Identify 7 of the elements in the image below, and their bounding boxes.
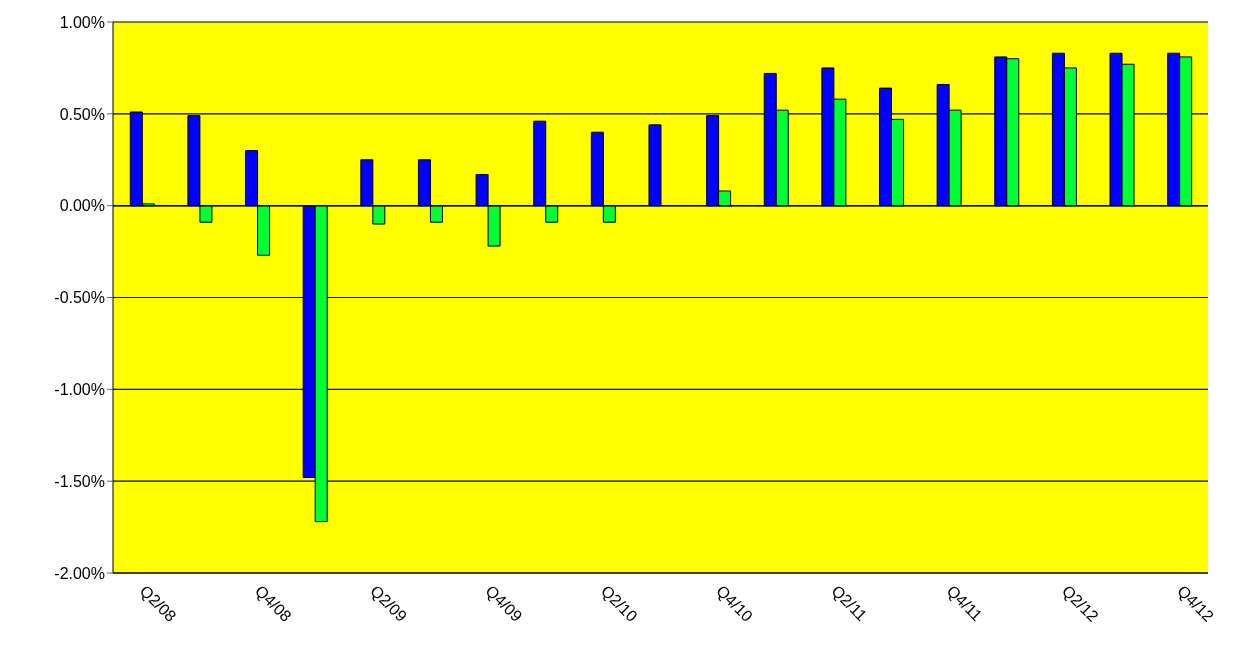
y-tick-label: -1.50% <box>54 472 105 490</box>
y-tick-label: -2.00% <box>54 564 105 582</box>
y-tick-label: 0.00% <box>59 197 105 215</box>
y-tick-label: 1.00% <box>59 13 105 31</box>
y-tick-label: 0.50% <box>59 105 105 123</box>
y-tick-label: -1.00% <box>54 381 105 399</box>
y-tick-label: -0.50% <box>54 289 105 307</box>
